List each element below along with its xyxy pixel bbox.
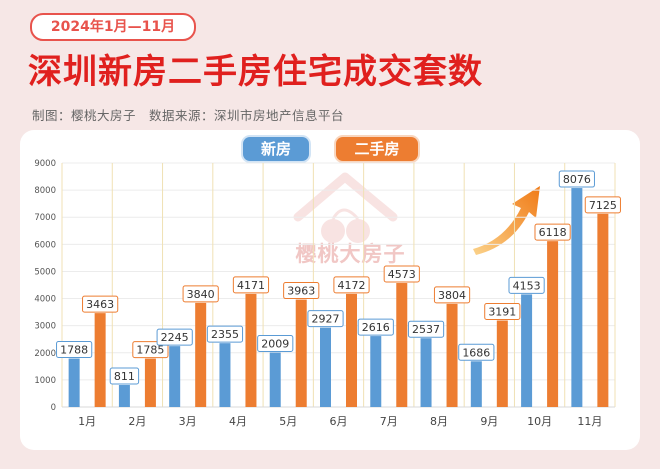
y-tick-label: 3000 xyxy=(34,322,56,332)
x-tick-label: 4月 xyxy=(229,415,247,428)
x-tick-label: 2月 xyxy=(128,415,146,428)
bar-new-house xyxy=(219,343,231,407)
data-label-box xyxy=(534,223,571,241)
bar-second-hand-house xyxy=(547,241,559,407)
bar-second-hand-house xyxy=(496,320,508,407)
trend-arrow-icon xyxy=(473,186,540,255)
data-label: 3804 xyxy=(438,289,466,302)
bar-second-hand-house xyxy=(396,283,408,407)
y-tick-label: 2000 xyxy=(34,349,56,359)
bar-new-house xyxy=(118,385,130,407)
x-tick-label: 10月 xyxy=(527,415,552,428)
data-label: 2009 xyxy=(261,338,289,351)
y-tick-label: 4000 xyxy=(34,295,56,305)
x-tick-label: 6月 xyxy=(330,415,348,428)
data-label-box xyxy=(407,320,445,338)
data-label: 7125 xyxy=(589,199,617,212)
data-label-box xyxy=(109,367,140,385)
data-label-box xyxy=(383,265,420,283)
y-tick-label: 0 xyxy=(51,403,56,413)
x-tick-label: 3月 xyxy=(179,415,197,428)
data-label-box xyxy=(333,276,370,294)
data-label-box xyxy=(484,302,521,320)
data-label: 1788 xyxy=(60,344,88,357)
bar-second-hand-house xyxy=(597,213,609,407)
data-label: 3191 xyxy=(488,305,516,318)
bar-second-hand-house xyxy=(195,302,207,407)
chart-title: 深圳新房二手房住宅成交套数 xyxy=(28,52,483,92)
bar-second-hand-house xyxy=(144,358,156,407)
data-label: 4172 xyxy=(338,279,366,292)
bar-new-house xyxy=(470,361,482,407)
bar-new-house xyxy=(370,336,382,407)
bar-new-house xyxy=(571,188,583,407)
data-label: 4153 xyxy=(513,279,541,292)
x-tick-label: 9月 xyxy=(480,415,498,428)
bar-second-hand-house xyxy=(295,299,307,407)
bar-second-hand-house xyxy=(446,303,458,407)
data-label-box xyxy=(156,328,193,346)
data-label-box xyxy=(182,285,219,303)
source-note: 制图：樱桃大房子 数据来源：深圳市房地产信息平台 xyxy=(32,108,345,123)
bar-second-hand-house xyxy=(346,293,357,407)
data-label: 2355 xyxy=(211,328,239,341)
bar-second-hand-house xyxy=(94,313,106,407)
bar-new-house xyxy=(521,294,533,407)
data-label-box xyxy=(584,196,621,214)
bar-new-house xyxy=(269,352,281,407)
x-tick-label: 11月 xyxy=(577,415,602,428)
data-label: 1785 xyxy=(136,344,164,357)
x-tick-label: 8月 xyxy=(430,415,448,428)
data-label-box xyxy=(283,282,320,300)
data-label: 811 xyxy=(114,370,135,383)
data-label-box xyxy=(206,325,244,343)
data-label-box xyxy=(232,276,270,294)
data-label: 8076 xyxy=(563,173,591,186)
data-label-box xyxy=(257,335,294,353)
legend-second-hand-house: 二手房 xyxy=(336,137,418,161)
data-label: 2927 xyxy=(312,313,340,326)
data-label: 3963 xyxy=(287,285,315,298)
data-label: 4573 xyxy=(388,268,416,281)
data-label: 3840 xyxy=(187,288,215,301)
data-label-box xyxy=(82,295,119,313)
data-label-box xyxy=(307,310,344,328)
data-label: 2245 xyxy=(161,331,189,344)
data-label-box xyxy=(508,276,545,294)
data-label: 2537 xyxy=(412,323,440,336)
data-label: 2616 xyxy=(362,321,390,334)
data-label-box xyxy=(56,341,93,359)
bar-new-house xyxy=(68,358,80,407)
data-label-box xyxy=(357,318,394,336)
data-label-box xyxy=(433,286,471,304)
data-label-box xyxy=(458,343,495,361)
y-tick-label: 6000 xyxy=(34,240,56,250)
bar-new-house xyxy=(320,327,331,407)
data-label: 4171 xyxy=(237,279,265,292)
data-label: 3463 xyxy=(86,298,114,311)
date-range-badge: 2024年1月—11月 xyxy=(30,13,196,41)
legend-new-house: 新房 xyxy=(243,137,309,161)
bar-new-house xyxy=(169,346,181,407)
x-tick-label: 1月 xyxy=(78,415,96,428)
x-tick-label: 7月 xyxy=(380,415,398,428)
x-tick-label: 5月 xyxy=(279,415,297,428)
y-tick-label: 5000 xyxy=(34,267,56,277)
data-label: 1686 xyxy=(462,346,490,359)
bar-second-hand-house xyxy=(245,293,257,407)
y-tick-label: 8000 xyxy=(34,186,56,196)
data-label-box xyxy=(558,170,595,188)
bar-new-house xyxy=(420,338,432,407)
y-tick-label: 7000 xyxy=(34,213,56,223)
y-tick-label: 9000 xyxy=(34,159,56,169)
data-label: 6118 xyxy=(539,226,567,239)
y-tick-label: 1000 xyxy=(34,376,56,386)
